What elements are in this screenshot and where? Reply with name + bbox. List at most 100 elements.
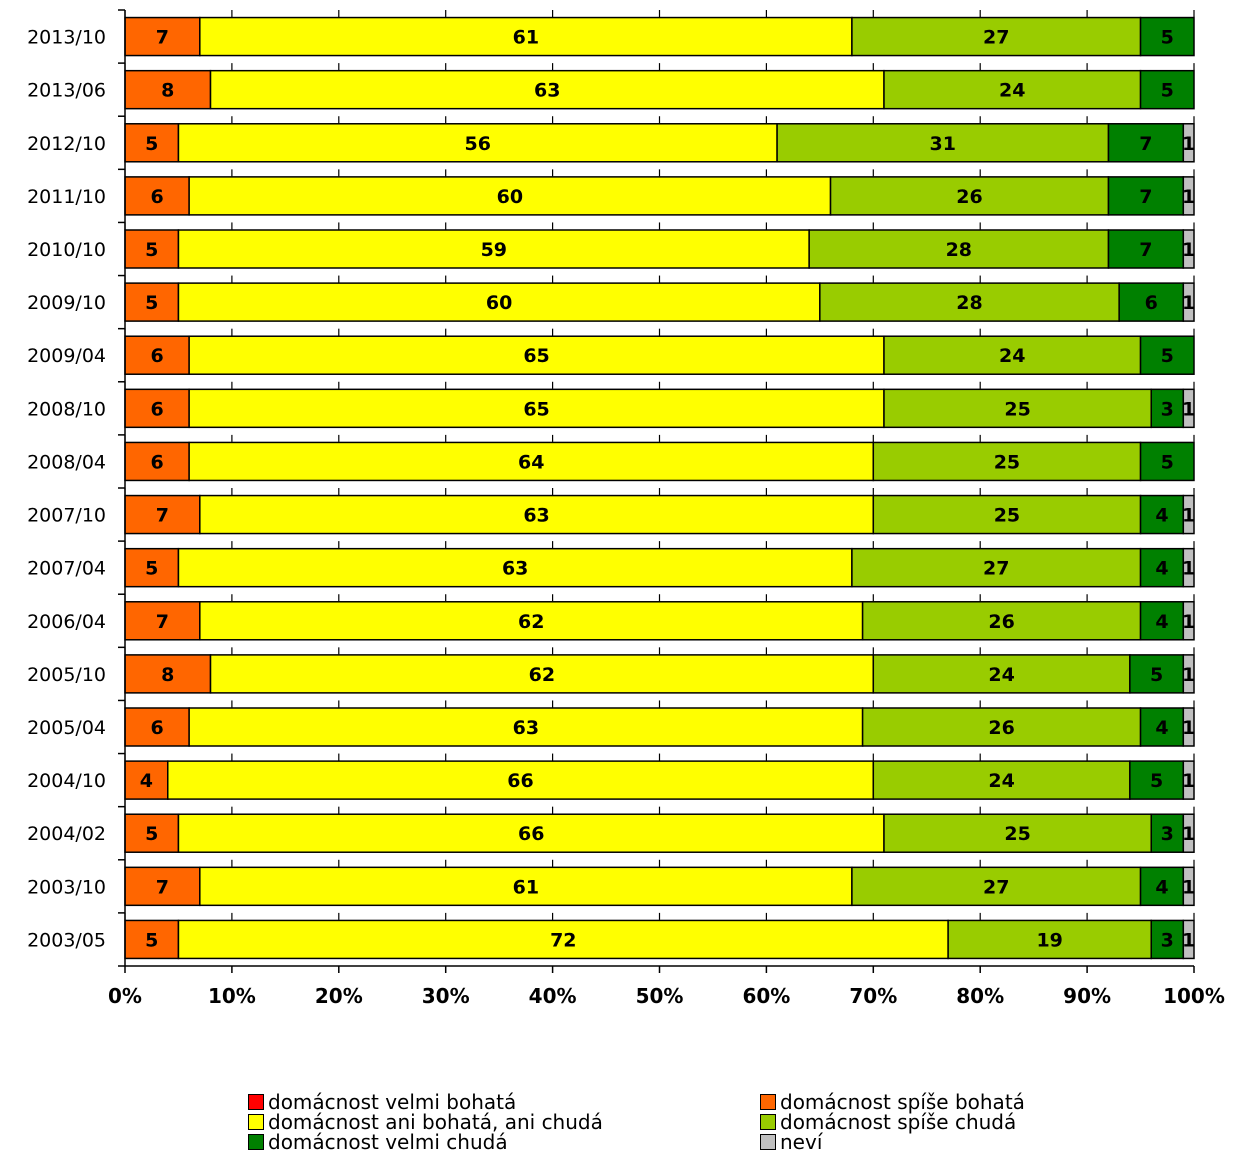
bar-segment xyxy=(872,494,1142,535)
data-label: 8 xyxy=(161,664,174,686)
bar-segment xyxy=(1182,601,1195,641)
data-label: 1 xyxy=(1182,929,1195,951)
category-label: 2003/10 xyxy=(27,876,106,898)
bar-segment xyxy=(1139,601,1185,641)
data-label: 4 xyxy=(1155,558,1168,580)
data-label: 1 xyxy=(1182,239,1195,261)
data-label: 1 xyxy=(1182,133,1195,155)
data-label: 5 xyxy=(145,823,158,845)
bar-segment xyxy=(124,866,201,907)
data-label: 5 xyxy=(145,239,158,261)
data-label: 66 xyxy=(507,770,533,792)
bar-segment xyxy=(851,866,1142,907)
data-label: 3 xyxy=(1161,929,1174,951)
bar-segment xyxy=(124,69,212,110)
data-label: 27 xyxy=(983,27,1009,49)
category-label: 2009/10 xyxy=(27,292,106,314)
data-label: 7 xyxy=(156,27,169,49)
bar-segment xyxy=(1182,707,1195,747)
legend-item: domácnost spíše bohatá xyxy=(760,1092,1100,1112)
legend-swatch xyxy=(760,1094,776,1110)
data-label: 25 xyxy=(1004,823,1030,845)
bar-segment xyxy=(177,229,810,269)
data-label: 1 xyxy=(1182,664,1195,686)
bar-segment xyxy=(1182,176,1195,216)
bar-segment xyxy=(199,494,875,535)
bar-segment xyxy=(209,69,885,110)
bar-segment xyxy=(861,707,1142,747)
bar-segment xyxy=(1139,494,1185,535)
data-label: 31 xyxy=(930,133,956,155)
bar-segment xyxy=(883,335,1142,375)
data-label: 59 xyxy=(481,239,507,261)
legend-label: domácnost velmi chudá xyxy=(268,1130,508,1154)
data-label: 7 xyxy=(156,611,169,633)
data-label: 6 xyxy=(150,345,163,367)
data-label: 65 xyxy=(523,345,549,367)
bar-segment xyxy=(872,441,1142,482)
bar-segment xyxy=(1182,388,1195,429)
bar-segment xyxy=(1139,335,1195,375)
bar-segment xyxy=(1139,866,1185,907)
x-tick-label: 50% xyxy=(636,984,684,1008)
legend-item: domácnost ani bohatá, ani chudá xyxy=(248,1112,760,1132)
bar-segment xyxy=(177,813,885,853)
bar-segment xyxy=(1182,760,1195,800)
bar-segment xyxy=(883,813,1152,853)
bar-segment xyxy=(124,760,169,800)
x-tick-label: 60% xyxy=(742,984,790,1008)
data-label: 63 xyxy=(502,558,528,580)
data-label: 24 xyxy=(999,80,1025,102)
x-tick-label: 90% xyxy=(1063,984,1111,1008)
data-label: 7 xyxy=(1139,239,1152,261)
bar-segment xyxy=(883,69,1142,110)
bar-segment xyxy=(1150,388,1185,429)
category-label: 2007/04 xyxy=(27,558,106,580)
category-label: 2003/05 xyxy=(27,929,106,951)
data-label: 63 xyxy=(523,505,549,527)
bar-segment xyxy=(188,176,832,216)
data-label: 5 xyxy=(1150,770,1163,792)
data-label: 24 xyxy=(988,664,1014,686)
data-label: 19 xyxy=(1036,929,1062,951)
bar-segment xyxy=(199,866,853,907)
data-label: 28 xyxy=(956,292,982,314)
bar-segment xyxy=(819,282,1120,322)
legend-label: domácnost spíše chudá xyxy=(780,1110,1017,1134)
data-label: 3 xyxy=(1161,398,1174,420)
data-label: 28 xyxy=(946,239,972,261)
data-label: 60 xyxy=(486,292,512,314)
bar-segment xyxy=(1139,16,1195,57)
data-label: 1 xyxy=(1182,292,1195,314)
bar-segment xyxy=(177,282,821,322)
bar-segment xyxy=(1129,760,1185,800)
bar-segment xyxy=(829,176,1110,216)
bar-segment xyxy=(188,335,885,375)
data-label: 5 xyxy=(1161,27,1174,49)
data-label: 1 xyxy=(1182,823,1195,845)
legend-item: domácnost velmi chudá xyxy=(248,1132,760,1152)
data-label: 64 xyxy=(518,451,544,473)
legend-swatch xyxy=(760,1114,776,1130)
data-label: 65 xyxy=(523,398,549,420)
data-label: 24 xyxy=(999,345,1025,367)
data-label: 1 xyxy=(1182,611,1195,633)
legend-label: neví xyxy=(780,1130,823,1154)
data-label: 3 xyxy=(1161,823,1174,845)
legend-swatch xyxy=(760,1134,776,1150)
data-label: 1 xyxy=(1182,876,1195,898)
category-label: 2005/04 xyxy=(27,717,106,739)
legend-swatch xyxy=(248,1114,264,1130)
x-tick-label: 0% xyxy=(108,984,142,1008)
legend-swatch xyxy=(248,1094,264,1110)
legend-label: domácnost spíše bohatá xyxy=(780,1090,1025,1114)
bar-segment xyxy=(1107,123,1185,163)
data-label: 7 xyxy=(1139,133,1152,155)
data-label: 6 xyxy=(1145,292,1158,314)
bar-segment xyxy=(124,494,201,535)
bar-segment xyxy=(872,760,1131,800)
data-label: 6 xyxy=(150,451,163,473)
bar-segment xyxy=(1182,919,1195,960)
bar-segment xyxy=(1182,866,1195,907)
legend-item: neví xyxy=(760,1132,1100,1152)
